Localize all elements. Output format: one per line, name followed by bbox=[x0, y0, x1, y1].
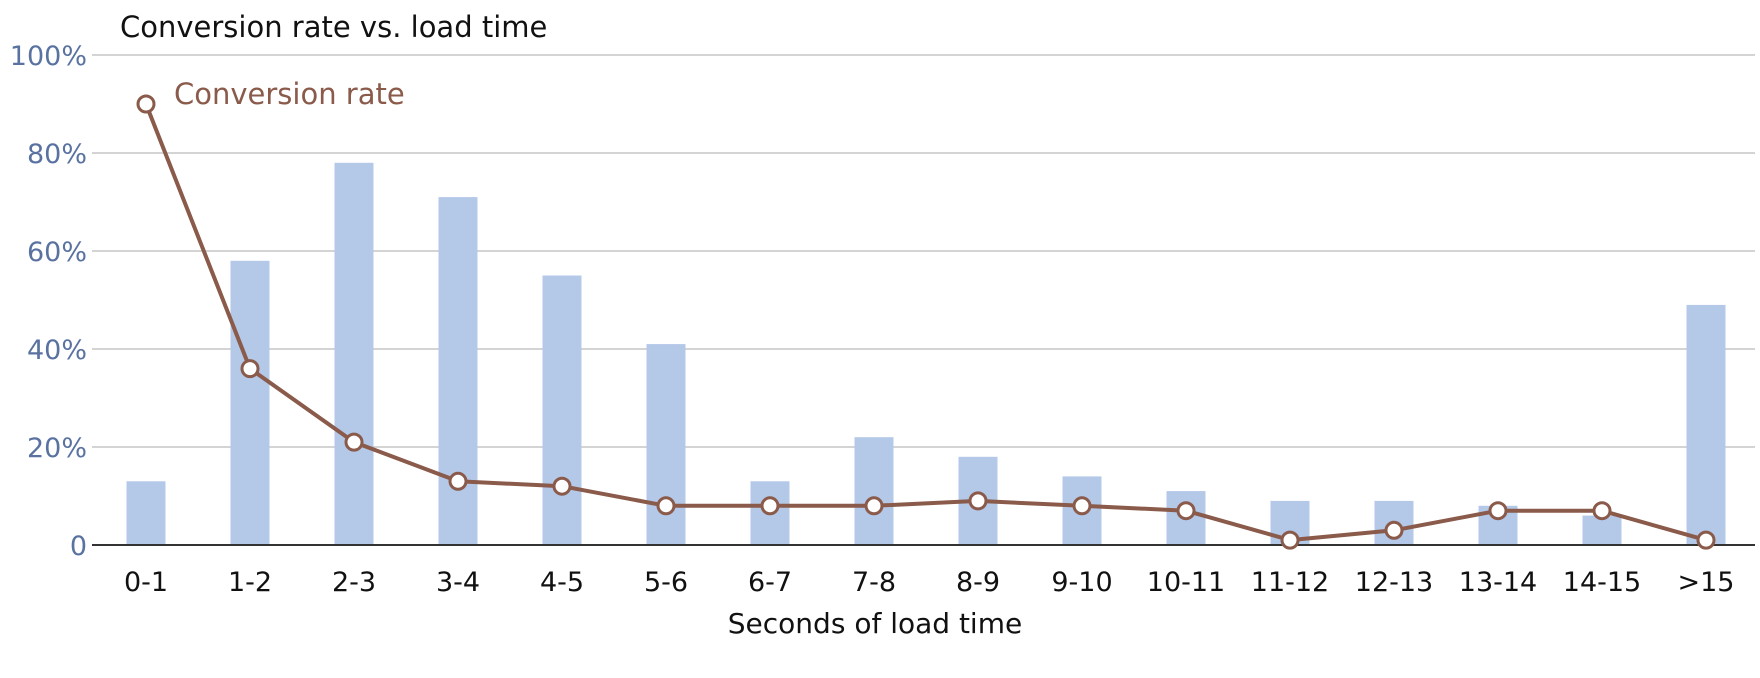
line-point bbox=[864, 496, 884, 516]
y-tick-label: 20% bbox=[27, 433, 87, 464]
line-point bbox=[656, 496, 676, 516]
x-tick-label: 6-7 bbox=[748, 567, 792, 598]
bar bbox=[854, 437, 894, 545]
y-tick-label: 60% bbox=[27, 237, 87, 268]
x-tick-label: 2-3 bbox=[332, 567, 376, 598]
x-tick-label: 3-4 bbox=[436, 567, 480, 598]
x-tick-label: 14-15 bbox=[1563, 567, 1641, 598]
x-tick-label: 5-6 bbox=[644, 567, 688, 598]
line-point bbox=[136, 94, 156, 114]
line-point bbox=[448, 471, 468, 491]
y-tick-label: 100% bbox=[10, 41, 87, 72]
line-point bbox=[240, 359, 260, 379]
bar bbox=[1582, 515, 1622, 545]
x-tick-label: 13-14 bbox=[1459, 567, 1537, 598]
line-point bbox=[1384, 520, 1404, 540]
line-point bbox=[968, 491, 988, 511]
line-point bbox=[1696, 530, 1716, 550]
x-tick-label: 8-9 bbox=[956, 567, 1000, 598]
x-tick-label: 11-12 bbox=[1251, 567, 1329, 598]
x-tick-label: 0-1 bbox=[124, 567, 168, 598]
x-tick-label: >15 bbox=[1678, 567, 1735, 598]
x-tick-label: 12-13 bbox=[1355, 567, 1433, 598]
bar-series bbox=[126, 162, 1726, 546]
x-tick-label: 1-2 bbox=[228, 567, 272, 598]
x-axis-label: Seconds of load time bbox=[728, 607, 1022, 640]
x-tick-label: 7-8 bbox=[852, 567, 896, 598]
x-tick-label: 9-10 bbox=[1051, 567, 1112, 598]
y-tick-label: 40% bbox=[27, 335, 87, 366]
line-point bbox=[1280, 530, 1300, 550]
line-point bbox=[1072, 496, 1092, 516]
conversion-rate-line bbox=[144, 103, 1707, 543]
bar bbox=[1686, 304, 1726, 545]
bar bbox=[542, 275, 582, 545]
line-point bbox=[760, 496, 780, 516]
line-point bbox=[1592, 501, 1612, 521]
bar bbox=[334, 162, 374, 546]
x-tick-label: 4-5 bbox=[540, 567, 584, 598]
bar bbox=[230, 260, 270, 545]
y-axis-ticks: 0 20% 40% 60% 80% 100% bbox=[10, 41, 87, 562]
x-axis-ticks: 0-1 1-2 2-3 3-4 4-5 5-6 6-7 7-8 8-9 9-10 10-11 11-1… bbox=[124, 567, 1735, 598]
bar bbox=[126, 481, 166, 545]
conversion-rate-points bbox=[136, 94, 1716, 550]
line-point bbox=[344, 432, 364, 452]
x-tick-label: 10-11 bbox=[1147, 567, 1225, 598]
y-tick-label: 80% bbox=[27, 139, 87, 170]
bar bbox=[438, 197, 478, 545]
line-point bbox=[1176, 501, 1196, 521]
chart-title: Conversion rate vs. load time bbox=[120, 10, 547, 44]
line-point bbox=[1488, 501, 1508, 521]
y-tick-label: 0 bbox=[70, 531, 87, 562]
conversion-rate-series-label: Conversion rate bbox=[174, 77, 405, 111]
line-point bbox=[552, 476, 572, 496]
